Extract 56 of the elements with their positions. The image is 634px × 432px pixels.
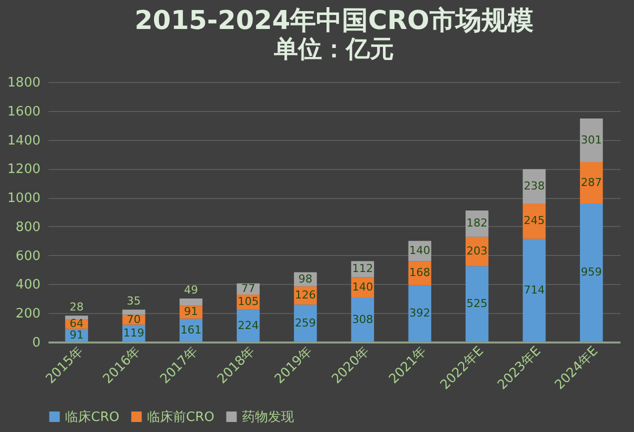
data-label: 203 <box>466 244 488 258</box>
data-label: 28 <box>70 300 84 314</box>
y-tick-label: 1800 <box>7 76 40 90</box>
bar <box>122 310 146 315</box>
legend-label: 药物发现 <box>242 410 294 425</box>
data-label: 245 <box>524 214 545 228</box>
data-label: 91 <box>184 305 198 318</box>
data-label: 140 <box>409 244 430 257</box>
chart-subtitle: 单位：亿元 <box>273 35 394 63</box>
data-label: 392 <box>409 306 430 320</box>
bar <box>351 298 374 342</box>
data-label: 714 <box>524 283 545 296</box>
data-label: 49 <box>184 284 198 297</box>
chart-title: 2015-2024年中国CRO市场规模 <box>134 6 534 36</box>
data-label: 161 <box>180 323 202 336</box>
data-label: 112 <box>352 262 374 276</box>
data-label: 91 <box>70 328 84 342</box>
data-label: 140 <box>352 280 374 294</box>
data-label: 259 <box>294 316 316 330</box>
data-label: 959 <box>580 266 602 279</box>
data-label: 308 <box>352 312 374 326</box>
data-label: 35 <box>126 294 141 308</box>
bar <box>408 285 432 342</box>
bar <box>294 304 317 342</box>
y-tick-label: 1000 <box>7 191 40 206</box>
bar <box>580 203 603 342</box>
bar <box>180 298 202 306</box>
y-tick-label: 0 <box>32 336 40 350</box>
data-label: 119 <box>123 326 144 340</box>
data-label: 64 <box>70 317 84 330</box>
data-label: 105 <box>238 295 259 308</box>
data-label: 301 <box>580 133 602 146</box>
y-tick-label: 800 <box>16 220 40 235</box>
data-label: 98 <box>298 272 312 286</box>
data-label: 168 <box>409 266 430 280</box>
data-label: 77 <box>241 282 256 295</box>
legend-label: 临床前CRO <box>147 410 214 425</box>
data-label: 238 <box>524 179 545 192</box>
bar <box>580 118 603 162</box>
legend-label: 临床CRO <box>65 410 120 425</box>
y-tick-label: 1400 <box>7 133 40 148</box>
data-label: 126 <box>294 288 316 302</box>
data-label: 182 <box>466 216 488 230</box>
y-tick-label: 400 <box>16 278 40 293</box>
y-tick-label: 1600 <box>7 104 40 120</box>
y-tick-label: 600 <box>16 248 40 264</box>
bar <box>580 162 603 204</box>
data-label: 224 <box>238 318 259 332</box>
bar <box>522 238 546 342</box>
data-label: 70 <box>126 312 141 326</box>
y-tick-label: 1200 <box>7 162 40 178</box>
data-label: 287 <box>580 176 602 189</box>
data-label: 525 <box>466 297 488 310</box>
y-tick-label: 200 <box>16 306 40 322</box>
bar <box>65 316 88 320</box>
bar <box>466 266 488 342</box>
